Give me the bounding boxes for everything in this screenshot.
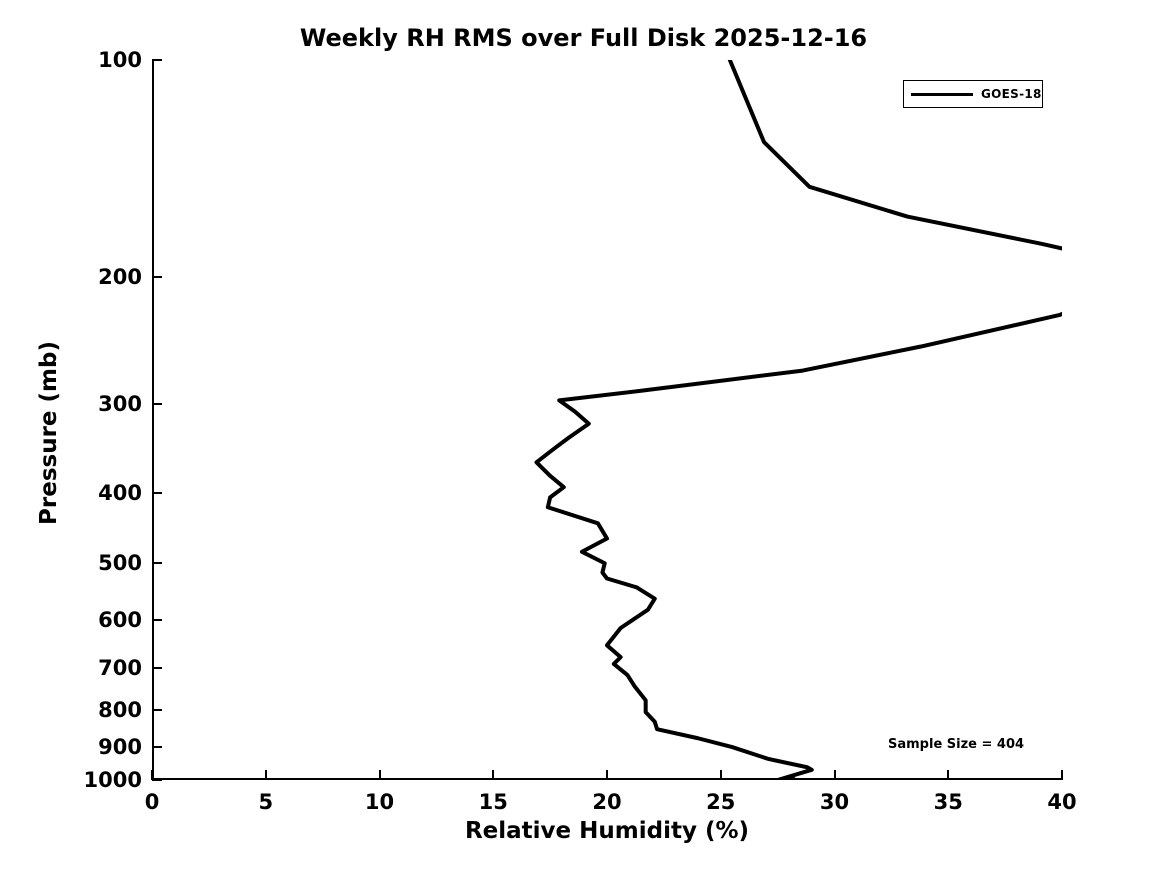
y-axis-tick [152,59,162,61]
x-axis-tick-label: 20 [592,790,622,814]
x-axis-tick-label: 0 [144,790,160,814]
x-axis-tick-label: 25 [706,790,736,814]
y-axis-tick-label: 100 [98,48,142,72]
legend-label-goes18: GOES-18 [981,87,1042,101]
y-axis-tick-label: 500 [98,551,142,576]
y-axis-tick [152,746,162,749]
sample-size-annotation: Sample Size = 404 [888,737,1025,752]
legend[interactable]: GOES-18 [903,80,1043,108]
y-axis-tick [152,667,162,670]
x-axis-tick [378,770,381,780]
y-axis-tick-label: 300 [98,391,142,416]
x-axis-tick-label: 5 [258,790,274,814]
x-axis-tick [492,770,495,780]
series-goes18-line [534,60,1062,780]
y-axis-tick [152,779,162,781]
y-axis-tick [152,709,162,712]
plot-area [152,60,1062,780]
x-axis-tick-label: 35 [933,790,963,814]
y-axis-tick [152,492,162,495]
y-axis-label: Pressure (mb) [36,341,62,525]
x-axis-tick [264,770,267,780]
y-axis-tick-label: 900 [98,735,142,760]
x-axis-tick-label: 40 [1047,790,1077,814]
y-axis-tick-label: 200 [98,264,142,289]
x-axis-tick-label: 15 [478,790,508,814]
y-axis-tick-label: 1000 [83,768,142,792]
y-axis-tick-label: 800 [98,698,142,723]
y-axis-tick [152,402,162,405]
x-axis-tick [606,770,608,780]
page-title: Weekly RH RMS over Full Disk 2025-12-16 [299,24,868,52]
y-axis-tick-label: 700 [98,656,142,681]
y-axis-tick [152,619,162,622]
legend-line-swatch [911,92,973,96]
y-axis-tick [152,275,162,278]
y-axis-tick-label: 400 [98,481,142,506]
x-axis-tick [833,770,836,780]
x-axis-label: Relative Humidity (%) [464,818,750,844]
x-axis-tick-label: 30 [819,790,850,814]
x-axis-tick-label: 10 [364,790,395,814]
x-axis-tick [719,770,722,780]
data-line-layer [534,60,1062,780]
y-axis-tick-label: 600 [98,608,142,633]
x-axis-tick [947,770,950,780]
x-axis-tick [1061,770,1063,780]
y-axis-tick [152,562,162,565]
